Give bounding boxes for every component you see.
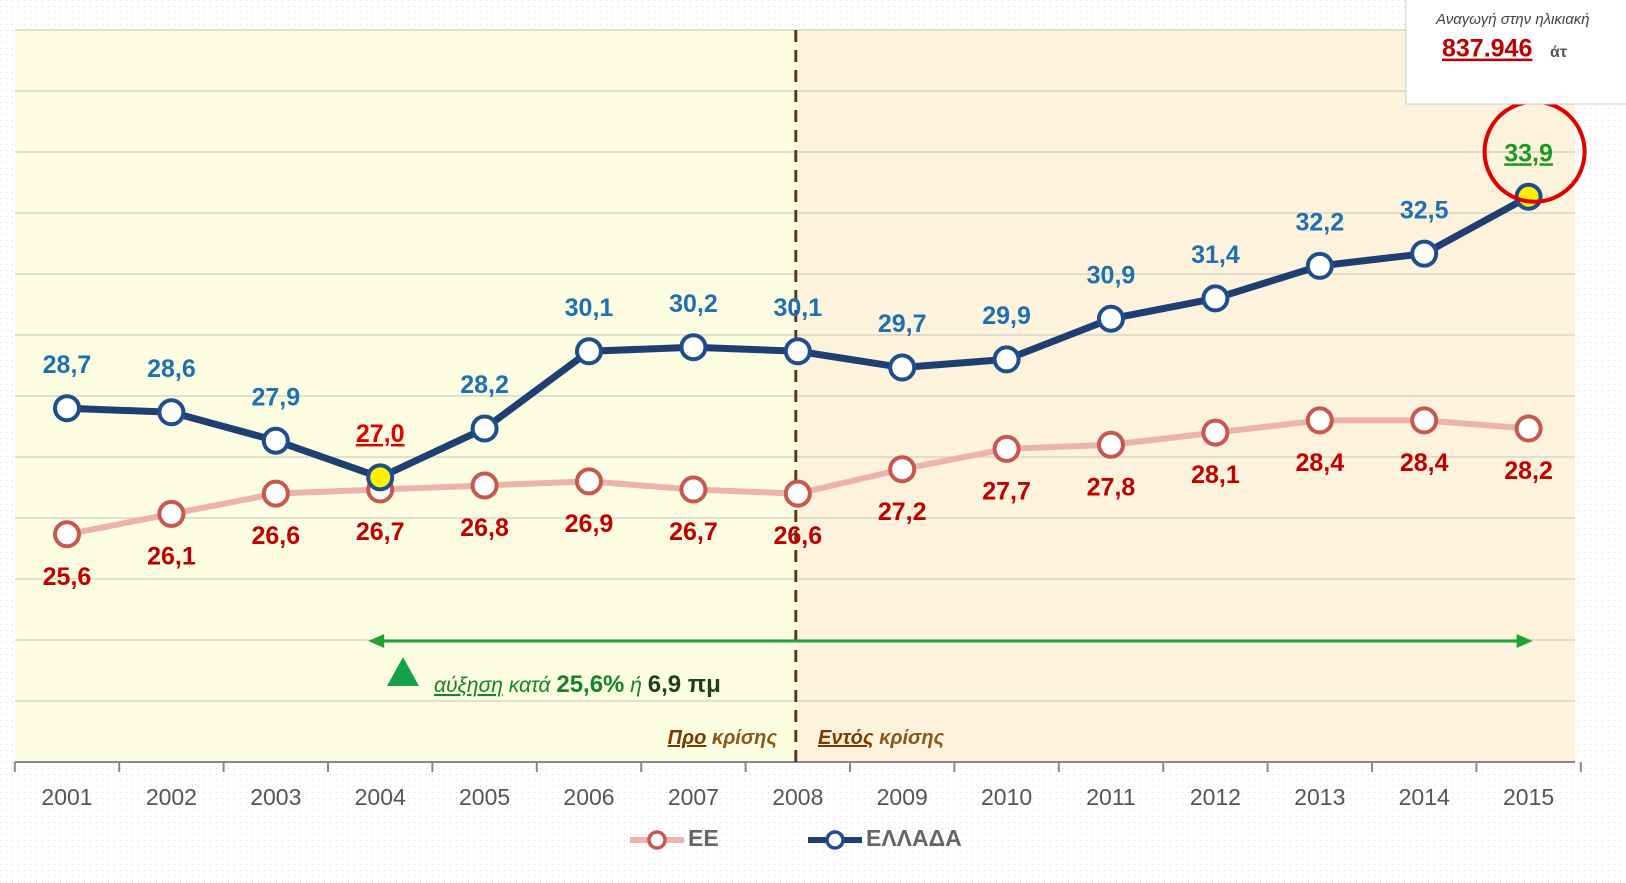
- point: [53, 394, 81, 423]
- value-label: 30,2: [669, 290, 718, 318]
- growth-part: 6,9 πμ: [648, 671, 721, 698]
- point: [261, 426, 290, 455]
- value-label: 30,9: [1087, 261, 1136, 289]
- value-label: 28,4: [1400, 449, 1449, 477]
- value-label: 26,7: [356, 518, 405, 546]
- value-label: 30,1: [565, 294, 614, 322]
- value-label: 27,7: [982, 477, 1031, 505]
- point: [470, 414, 499, 443]
- point: [1410, 239, 1439, 268]
- point: [53, 520, 81, 549]
- point: [679, 333, 708, 362]
- point: [1097, 430, 1125, 459]
- info-box-title: Αναγωγή στην ηλικιακή: [1435, 11, 1590, 28]
- point: [1514, 182, 1543, 211]
- value-label: 29,7: [878, 310, 927, 338]
- point: [1410, 406, 1439, 435]
- legend-marker: [647, 830, 667, 850]
- value-label: 27,2: [878, 498, 927, 526]
- x-tick-label: 2007: [668, 784, 719, 810]
- point: [992, 434, 1021, 463]
- point: [1097, 304, 1125, 333]
- value-label: 28,2: [1504, 457, 1553, 485]
- growth-triangle: [387, 657, 419, 686]
- value-label: 28,1: [1191, 461, 1240, 489]
- point: [261, 479, 290, 508]
- value-label: 29,9: [982, 302, 1031, 330]
- value-label: 26,6: [773, 522, 822, 550]
- value-label: 32,5: [1400, 196, 1449, 224]
- x-tick-label: 2004: [355, 784, 406, 810]
- value-label: 27,8: [1087, 473, 1136, 501]
- legend-label: ΕΕ: [688, 825, 719, 851]
- point: [1305, 251, 1334, 280]
- point: [1201, 284, 1230, 313]
- value-label: 26,9: [565, 510, 614, 538]
- value-label: 26,1: [147, 543, 196, 571]
- annotation-part: Εντός: [818, 727, 874, 749]
- point: [470, 471, 499, 500]
- point: [1514, 414, 1543, 443]
- growth-part: αύξηση: [434, 674, 503, 697]
- info-box: Αναγωγή στην ηλικιακή 837.946 άτ: [1405, 0, 1626, 105]
- x-tick-label: 2006: [563, 784, 614, 810]
- x-tick-label: 2008: [772, 784, 823, 810]
- x-tick-label: 2015: [1503, 784, 1554, 810]
- info-box-frame: [1405, 0, 1626, 105]
- growth-part: ή: [630, 674, 642, 697]
- value-label: 28,4: [1295, 449, 1344, 477]
- value-label: 33,9: [1504, 139, 1553, 167]
- point: [157, 499, 186, 528]
- x-tick-label: 2012: [1190, 784, 1241, 810]
- annotation: Εντός κρίσης: [818, 727, 945, 749]
- arrow-head: [368, 634, 385, 648]
- growth-part: 25,6%: [556, 671, 624, 698]
- value-label: 28,2: [460, 371, 509, 399]
- info-box-unit: άτ: [1550, 44, 1567, 61]
- info-box-value: 837.946: [1442, 35, 1532, 63]
- x-tick-label: 2013: [1294, 784, 1345, 810]
- annotation: Προ κρίσης: [668, 727, 778, 749]
- value-label: 26,7: [669, 518, 718, 546]
- value-label: 26,8: [460, 514, 509, 542]
- arrow-head: [1516, 634, 1533, 648]
- value-label: 30,1: [773, 294, 822, 322]
- point: [783, 337, 812, 366]
- x-tick-label: 2010: [981, 784, 1032, 810]
- annotation-part: κρίσης: [712, 727, 777, 749]
- x-tick-label: 2009: [877, 784, 928, 810]
- annotation-part: κρίσης: [879, 727, 944, 749]
- point: [992, 345, 1021, 374]
- x-tick-label: 2001: [41, 784, 92, 810]
- value-label: 26,6: [251, 522, 300, 550]
- value-label: 27,0: [356, 420, 405, 448]
- x-tick-label: 2014: [1399, 784, 1450, 810]
- point: [575, 337, 603, 366]
- value-label: 32,2: [1295, 208, 1344, 236]
- value-label: 27,9: [251, 383, 300, 411]
- value-label: 25,6: [43, 563, 92, 591]
- value-label: 28,6: [147, 355, 196, 383]
- x-tick-label: 2003: [250, 784, 301, 810]
- point: [575, 467, 603, 496]
- annotation-part: Προ: [668, 727, 707, 749]
- x-tick-label: 2005: [459, 784, 510, 810]
- point: [679, 475, 708, 504]
- growth-annotation: αύξηση κατά 25,6% ή 6,9 πμ: [434, 671, 721, 698]
- growth-part: κατά: [509, 674, 552, 697]
- point: [157, 398, 186, 427]
- value-label: 31,4: [1191, 241, 1240, 269]
- x-tick-label: 2011: [1086, 784, 1135, 810]
- legend-marker: [825, 830, 845, 850]
- point: [783, 479, 812, 508]
- point: [366, 463, 395, 492]
- point: [1305, 406, 1334, 435]
- point: [888, 353, 917, 382]
- point: [888, 455, 917, 484]
- legend-label: ΕΛΛΑΔΑ: [866, 825, 962, 851]
- value-label: 28,7: [43, 351, 92, 379]
- x-tick-label: 2002: [146, 784, 197, 810]
- point: [1201, 418, 1230, 447]
